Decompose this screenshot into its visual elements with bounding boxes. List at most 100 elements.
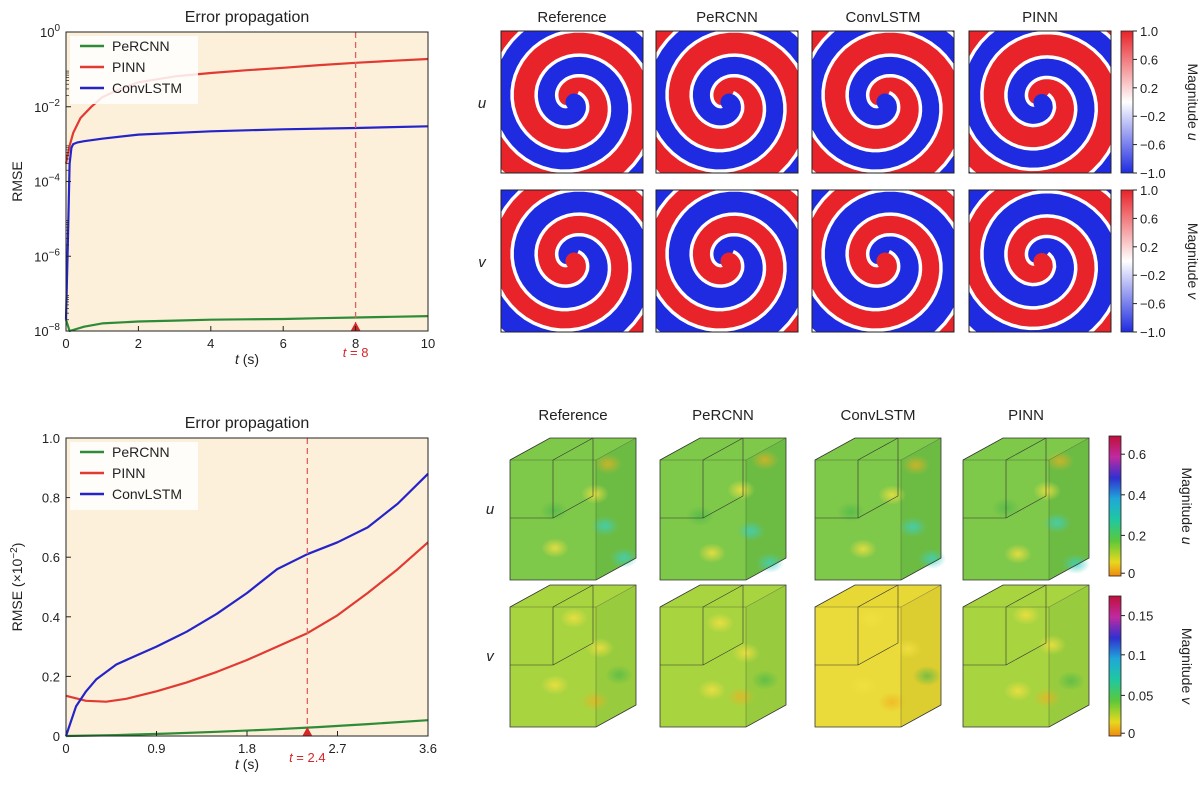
spiral-heatmap-v-1 bbox=[655, 189, 799, 333]
colorbar-label: Magnitude u bbox=[1185, 63, 1200, 140]
series-line-convlstm bbox=[64, 473, 429, 737]
chart-2-svg: Error propagation t = 2.4 0 0.9 1.8 2.7 3.6 t (… bbox=[9, 415, 437, 772]
spiral-band bbox=[969, 31, 1111, 173]
spiral-content bbox=[812, 31, 954, 173]
cube-cutaway-edges bbox=[660, 437, 744, 519]
x-tick-label: 6 bbox=[280, 336, 287, 351]
field-blob bbox=[1038, 635, 1066, 655]
colorbar-tick-label: 1.0 bbox=[1140, 183, 1158, 198]
spiral-frame bbox=[500, 30, 644, 174]
spiral-content bbox=[969, 31, 1111, 173]
field-blob bbox=[878, 485, 906, 505]
row-label: u bbox=[486, 501, 495, 518]
colorbar-tick-label: 0.2 bbox=[1128, 528, 1146, 543]
colorbar-label: Magnitude v bbox=[1185, 223, 1200, 300]
spiral-band bbox=[969, 190, 1111, 332]
row-label: v bbox=[478, 254, 487, 271]
spiral-frame bbox=[655, 189, 799, 333]
y-tick-label: 100 bbox=[40, 23, 60, 40]
field-blob bbox=[1062, 554, 1090, 574]
spiral-content bbox=[501, 31, 643, 173]
legend-label: PINN bbox=[112, 465, 145, 481]
colorbar-tick-label: 0.1 bbox=[1128, 648, 1146, 663]
field-blob bbox=[849, 676, 877, 696]
cube-cutaway-edges bbox=[815, 437, 899, 519]
x-axis-label: t (s) bbox=[235, 756, 259, 772]
field-blob bbox=[540, 501, 568, 521]
colorbar-tick-label: 0.2 bbox=[1140, 240, 1158, 255]
chart-1-svg: Error propagation t = 8 0 2 4 6 8 10 t (s) 10−8 10… bbox=[9, 9, 435, 367]
column-title: ConvLSTM bbox=[845, 9, 920, 26]
x-tick-label: 1.8 bbox=[238, 741, 256, 756]
colorbar-tick-label: 0.2 bbox=[1140, 81, 1158, 96]
field-blob bbox=[698, 543, 726, 563]
cube-cutaway-edges bbox=[510, 584, 594, 666]
colorbar-tick-label: −0.6 bbox=[1140, 138, 1166, 153]
colorbar-tick-label: −1.0 bbox=[1140, 166, 1166, 181]
y-tick-label: 0 bbox=[53, 729, 60, 744]
colorbar-tick-label: 1.0 bbox=[1140, 24, 1158, 39]
column-title: Reference bbox=[537, 9, 606, 26]
x-tick-label: 0 bbox=[62, 741, 69, 756]
colorbar-label: Magnitude v bbox=[1179, 628, 1195, 705]
row-label: u bbox=[478, 95, 487, 112]
field-blob bbox=[686, 506, 714, 526]
cube-front-face bbox=[815, 607, 901, 727]
cube-right-face bbox=[746, 585, 786, 727]
spiral-content bbox=[656, 190, 798, 332]
spiral-content bbox=[969, 190, 1111, 332]
colorbar-tick-label: 0.6 bbox=[1140, 211, 1158, 226]
legend-label: PINN bbox=[112, 59, 145, 75]
row-label: v bbox=[486, 648, 495, 665]
colorbar-tick-label: 0.6 bbox=[1128, 447, 1146, 462]
spiral-heatmap-u-0 bbox=[500, 30, 644, 174]
cube-u-1 bbox=[659, 437, 787, 581]
cube-right-face bbox=[1049, 438, 1089, 580]
field-blob bbox=[560, 608, 588, 628]
marker-triangle bbox=[302, 727, 313, 736]
field-blob bbox=[1057, 671, 1085, 691]
y-tick-label: 10−8 bbox=[34, 322, 60, 339]
field-blob bbox=[605, 665, 633, 685]
cube-u-3 bbox=[962, 437, 1090, 581]
chart-top-left: Error propagation t = 8 0 2 4 6 8 10 t (s) 10−8 10… bbox=[0, 0, 460, 380]
cube-right-face bbox=[596, 585, 636, 727]
field-blob bbox=[1033, 481, 1061, 501]
field-blob bbox=[751, 450, 779, 470]
column-title: ConvLSTM bbox=[840, 407, 915, 424]
marker-label: t = 8 bbox=[343, 345, 369, 360]
cube-right-face bbox=[1049, 585, 1089, 727]
spiral-band bbox=[501, 190, 643, 332]
y-tick-label: 0.4 bbox=[42, 610, 60, 625]
field-blob bbox=[849, 539, 877, 559]
field-blob bbox=[541, 538, 569, 558]
series-line-convlstm bbox=[64, 125, 429, 320]
field-blob bbox=[902, 455, 930, 475]
spiral-heatmap-u-2 bbox=[811, 30, 955, 174]
cube-cutaway-edges bbox=[963, 584, 1047, 666]
column-title: PeRCNN bbox=[692, 407, 754, 424]
legend-label: ConvLSTM bbox=[112, 80, 182, 96]
cube-v-0 bbox=[509, 584, 637, 728]
spiral-heatmap-v-2 bbox=[811, 189, 955, 333]
cube-cutaway-edges bbox=[660, 584, 744, 666]
spiral-band bbox=[656, 31, 798, 173]
field-blob bbox=[727, 480, 755, 500]
x-tick-label: 4 bbox=[207, 336, 214, 351]
spiral-heatmap-v-0 bbox=[500, 189, 644, 333]
y-tick-label: 0.2 bbox=[42, 669, 60, 684]
spiral-frame bbox=[968, 30, 1112, 174]
cube-outline bbox=[962, 437, 1090, 581]
cube-outline bbox=[962, 584, 1090, 728]
x-tick-label: 0.9 bbox=[147, 741, 165, 756]
field-blob bbox=[913, 666, 941, 686]
series-line-percnn bbox=[65, 719, 429, 738]
legend-label: PeRCNN bbox=[112, 444, 170, 460]
y-axis-label: RMSE bbox=[9, 161, 25, 201]
colorbar-tick-label: 0.05 bbox=[1128, 688, 1153, 703]
legend-box bbox=[70, 442, 198, 510]
cube-v-1 bbox=[659, 584, 787, 728]
field-blob bbox=[1033, 688, 1061, 708]
spiral-grid: Reference PeRCNN ConvLSTM PINN u v 1.0 0.6 0.2 −0… bbox=[470, 0, 1200, 380]
spiral-frame bbox=[655, 30, 799, 174]
